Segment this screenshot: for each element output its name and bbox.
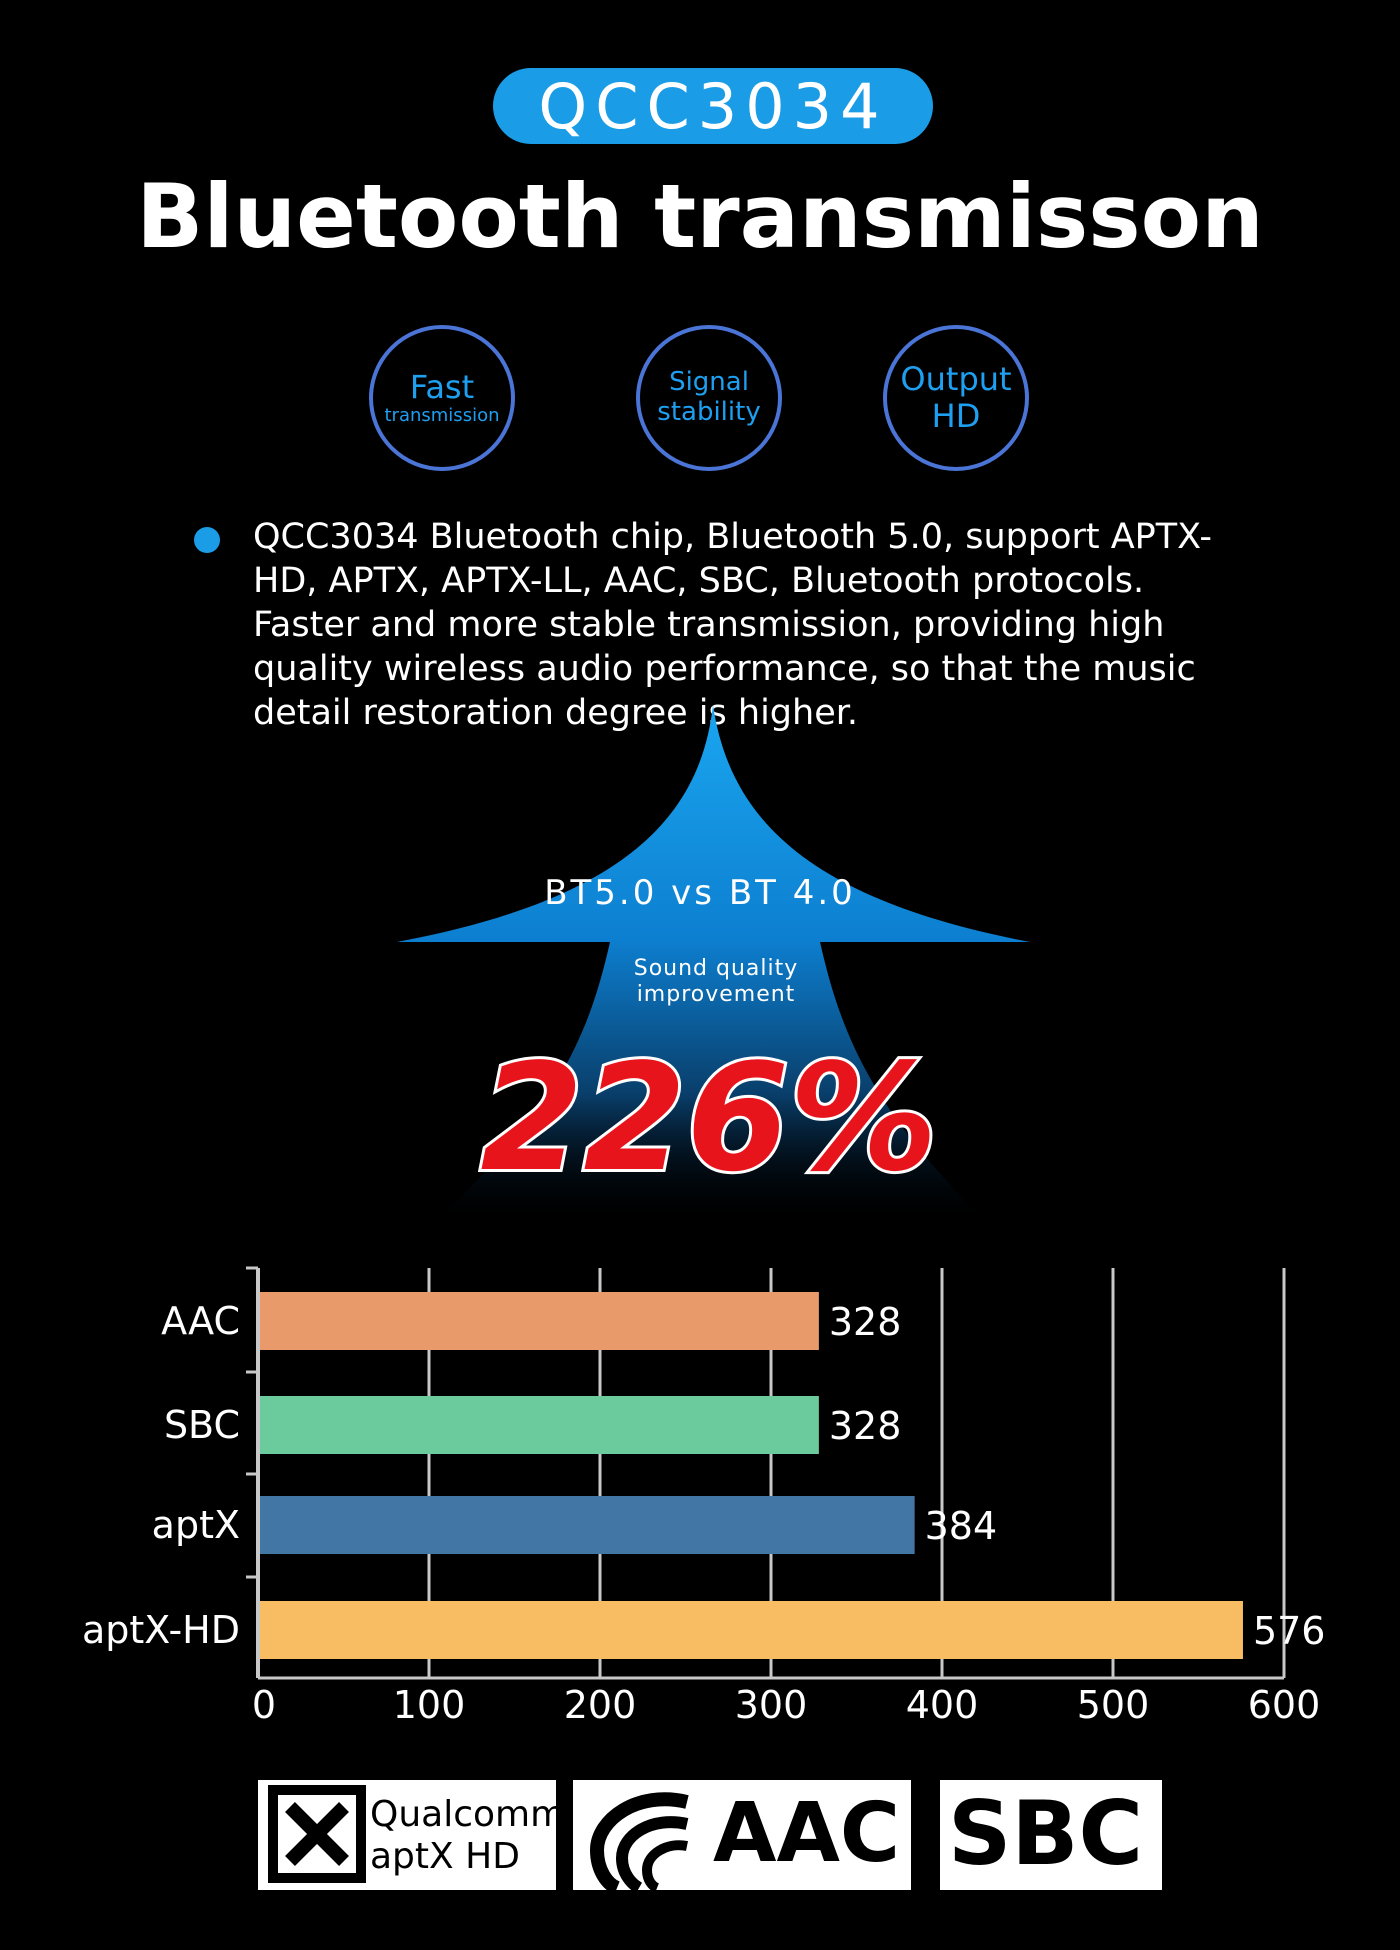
description-text: QCC3034 Bluetooth chip, Bluetooth 5.0, s… (253, 517, 1213, 733)
x-tick-label: 100 (393, 1683, 466, 1727)
category-label: aptX-HD (82, 1608, 240, 1652)
value-label: 384 (925, 1504, 998, 1548)
chip-label: QCC3034 (538, 69, 888, 143)
feature-output-hd: Output HD (883, 325, 1029, 471)
feature-subtitle: transmission (384, 405, 500, 427)
bullet-icon (194, 527, 220, 553)
x-tick-label: 400 (906, 1683, 979, 1727)
aac-logo: AAC (573, 1780, 911, 1890)
category-label: AAC (161, 1299, 240, 1343)
feature-subtitle: HD (931, 397, 981, 435)
bar-aptx-hd (260, 1601, 1243, 1659)
feature-title: Output (900, 360, 1012, 399)
feature-title: Fast (409, 368, 475, 407)
codec-bitrate-chart: 0 100 200 300 400 500 600 AAC 328 SBC 328 aptX 384 ap… (82, 1266, 1326, 1727)
feature-subtitle: stability (657, 397, 761, 427)
bar-sbc (260, 1396, 819, 1454)
comparison-label: BT5.0 vs BT 4.0 (544, 873, 856, 913)
value-label: 328 (829, 1404, 902, 1448)
feature-title: Signal (669, 367, 749, 398)
value-label: 328 (829, 1300, 902, 1344)
page-title: Bluetooth transmisson (136, 165, 1264, 268)
aptx-x-icon (268, 1785, 366, 1883)
category-label: SBC (164, 1403, 240, 1447)
x-tick-label: 500 (1077, 1683, 1150, 1727)
x-tick-label: 600 (1248, 1683, 1321, 1727)
category-label: aptX (152, 1503, 240, 1547)
bar-aptx (260, 1496, 915, 1554)
sbc-logo: SBC (940, 1780, 1162, 1890)
feature-fast-transmission: Fast transmission (369, 325, 515, 471)
value-label: 576 (1253, 1609, 1326, 1653)
improvement-percentage: 226% (477, 1029, 940, 1207)
qualcomm-aptx-hd-logo: Qualcomm aptX HD (258, 1780, 565, 1890)
chip-badge: QCC3034 (493, 68, 933, 144)
aac-wave-icon (589, 1792, 689, 1890)
sound-quality-label: Sound quality improvement (633, 956, 799, 1007)
x-tick-label: 0 (252, 1683, 276, 1727)
feature-signal-stability: Signal stability (636, 325, 782, 471)
x-tick-label: 300 (735, 1683, 808, 1727)
x-tick-label: 200 (564, 1683, 637, 1727)
bar-aac (260, 1292, 819, 1350)
